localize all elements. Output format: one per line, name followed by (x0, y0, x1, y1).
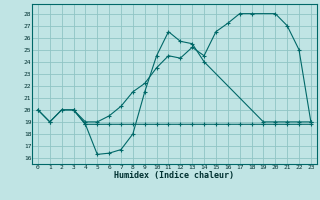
X-axis label: Humidex (Indice chaleur): Humidex (Indice chaleur) (115, 171, 234, 180)
